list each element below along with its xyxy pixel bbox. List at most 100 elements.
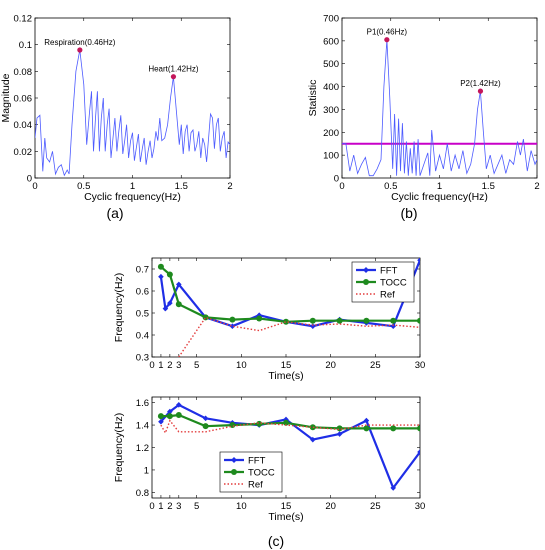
x-axis-label: Cyclic frequency(Hz) bbox=[391, 191, 488, 203]
peak-label: P1(0.46Hz) bbox=[367, 28, 408, 37]
x-tick-label: 2 bbox=[227, 181, 232, 192]
data-point-fft bbox=[390, 323, 396, 329]
data-point-tocc bbox=[283, 419, 289, 426]
x-tick-label: 1 bbox=[130, 181, 135, 192]
data-point-tocc bbox=[417, 425, 420, 432]
x-axis-label: Time(s) bbox=[268, 511, 303, 523]
x-tick-label: 10 bbox=[236, 501, 247, 512]
peak-label: P2(1.42Hz) bbox=[460, 79, 501, 88]
data-point-fft bbox=[310, 323, 316, 329]
peak-marker bbox=[170, 74, 177, 80]
y-tick-label: 0.4 bbox=[136, 331, 149, 342]
data-point-tocc bbox=[256, 420, 263, 427]
y-tick-label: 0.8 bbox=[136, 488, 149, 499]
y-tick-label: 500 bbox=[323, 59, 339, 70]
y-tick-label: 0 bbox=[334, 174, 339, 185]
data-point-tocc bbox=[157, 413, 164, 420]
data-point-fft bbox=[417, 449, 420, 455]
data-point-fft bbox=[158, 418, 164, 425]
x-tick-label: 0.5 bbox=[77, 181, 90, 192]
series-line-0 bbox=[342, 39, 537, 177]
series-line-tocc bbox=[160, 265, 420, 323]
series-line-ref bbox=[160, 419, 420, 435]
data-point-fft bbox=[310, 436, 316, 443]
y-tick-label: 0.7 bbox=[136, 265, 149, 276]
y-tick-label: 0.08 bbox=[14, 67, 33, 78]
y-tick-label: 400 bbox=[323, 82, 339, 93]
data-point-fft bbox=[176, 281, 182, 288]
x-tick-label: 15 bbox=[281, 501, 292, 512]
x-axis-label: Time(s) bbox=[268, 370, 303, 382]
x-tick-label: 0 bbox=[32, 181, 37, 192]
y-tick-label: 100 bbox=[323, 151, 339, 162]
x-tick-label: 5 bbox=[194, 501, 199, 512]
y-tick-label: 200 bbox=[323, 128, 339, 139]
y-tick-label: 300 bbox=[323, 105, 339, 116]
x-tick-label: 0 bbox=[339, 181, 344, 192]
data-point-fft bbox=[390, 485, 396, 491]
plot-area bbox=[342, 39, 537, 177]
caption-b: (b) bbox=[400, 205, 417, 221]
x-tick-label: 3 bbox=[176, 360, 181, 371]
data-point-tocc bbox=[202, 423, 209, 430]
data-point-tocc bbox=[309, 317, 316, 324]
x-tick-label: 1 bbox=[437, 181, 442, 192]
y-tick-label: 1.4 bbox=[136, 421, 149, 432]
legend-label: TOCC bbox=[248, 468, 275, 479]
legend-label: FFT bbox=[248, 456, 266, 467]
data-point-fft bbox=[202, 415, 209, 422]
data-point-fft bbox=[162, 305, 169, 312]
y-tick-label: 0.3 bbox=[136, 353, 149, 364]
data-point-tocc bbox=[336, 317, 343, 324]
x-tick-label: 20 bbox=[325, 501, 336, 512]
legend-label: Ref bbox=[380, 290, 395, 301]
x-tick-label: 0 bbox=[149, 501, 154, 512]
plot-area bbox=[157, 258, 420, 357]
data-point-fft bbox=[417, 258, 420, 263]
y-axis-label: Statistic bbox=[307, 80, 319, 117]
data-point-tocc bbox=[417, 317, 420, 324]
x-tick-label: 30 bbox=[415, 501, 426, 512]
series-line-0 bbox=[35, 49, 230, 177]
x-tick-label: 2 bbox=[167, 501, 172, 512]
data-point-tocc bbox=[390, 425, 397, 432]
y-tick-label: 0.06 bbox=[14, 94, 33, 105]
data-point-tocc bbox=[175, 411, 182, 418]
data-point-tocc bbox=[166, 413, 173, 420]
chart-panel-1: 0 0.5 1 1.5 2 0 100 200 300 400 500 600 700 Cyclic fr… bbox=[307, 14, 540, 204]
data-point-tocc bbox=[157, 263, 164, 270]
y-tick-label: 0.5 bbox=[136, 309, 149, 320]
y-axis-label: Magnitude bbox=[0, 73, 12, 122]
y-tick-label: 0.6 bbox=[136, 287, 149, 298]
data-point-fft bbox=[167, 408, 173, 415]
plot-area bbox=[35, 49, 230, 177]
legend-marker bbox=[363, 267, 369, 273]
x-tick-label: 20 bbox=[325, 360, 336, 371]
chart-panel-2: 0 1 2 3 5 10 15 20 25 30 0.3 0.4 0.5 0.6 0.7 Time(s) Fre… bbox=[113, 257, 425, 382]
y-axis-label: Frequency(Hz) bbox=[113, 413, 125, 482]
caption-c: (c) bbox=[268, 533, 284, 549]
legend-label: FFT bbox=[380, 266, 398, 277]
data-point-tocc bbox=[309, 424, 316, 431]
caption-a: (a) bbox=[106, 205, 123, 221]
data-point-fft bbox=[363, 417, 370, 424]
x-tick-label: 1.5 bbox=[482, 181, 495, 192]
x-tick-label: 30 bbox=[415, 360, 426, 371]
data-point-tocc bbox=[256, 315, 263, 322]
y-tick-label: 1.2 bbox=[136, 443, 149, 454]
x-tick-label: 5 bbox=[194, 360, 199, 371]
peak-marker bbox=[77, 47, 83, 53]
x-tick-label: 1 bbox=[158, 501, 163, 512]
x-tick-label: 15 bbox=[281, 360, 292, 371]
series-line-fft bbox=[160, 403, 420, 491]
y-tick-label: 0.02 bbox=[14, 147, 33, 158]
data-point-tocc bbox=[166, 271, 173, 278]
peak-marker bbox=[384, 37, 390, 43]
data-point-tocc bbox=[390, 317, 397, 324]
y-tick-label: 700 bbox=[323, 14, 339, 25]
x-axis-label: Cyclic frequency(Hz) bbox=[84, 191, 181, 203]
data-point-fft bbox=[158, 273, 164, 280]
x-tick-label: 25 bbox=[370, 501, 381, 512]
plot-area bbox=[157, 402, 420, 491]
